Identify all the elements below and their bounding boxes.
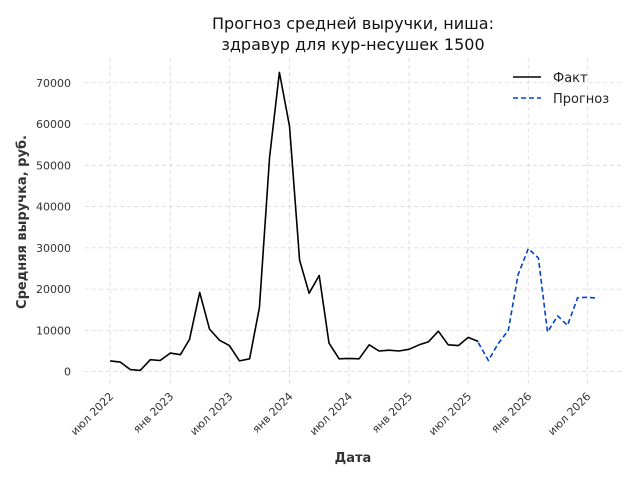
x-tick-label: июл 2022 [68,390,116,438]
x-tick-label: июл 2026 [545,390,593,438]
series-line-fact [110,71,479,372]
x-axis-ticks: июл 2022 янв 2023 июл 2023 янв 2024 июл 2024… [68,390,593,438]
x-tick-label: янв 2026 [489,390,535,436]
chart-title-line-2: здравур для кур-несушек 1500 [221,35,484,54]
y-axis-label: Средняя выручка, руб. [15,135,30,309]
grid [85,58,622,384]
y-tick-label: 0 [64,366,71,379]
x-tick-label: янв 2023 [131,390,177,436]
series-line-forecast [477,247,598,362]
chart-title-line-1: Прогноз средней выручки, ниша: [212,14,494,33]
y-tick-label: 10000 [36,324,71,337]
x-tick-label: июл 2023 [187,390,235,438]
x-tick-label: янв 2024 [250,390,296,436]
y-axis-ticks: 0 10000 20000 30000 40000 50000 60000 70000 [36,77,71,379]
y-tick-label: 20000 [36,283,71,296]
y-tick-label: 60000 [36,118,71,131]
y-tick-label: 30000 [36,242,71,255]
series-lines [110,71,598,372]
y-tick-label: 40000 [36,201,71,214]
legend: Факт Прогноз [513,71,609,107]
x-tick-label: июл 2024 [307,390,355,438]
y-tick-label: 50000 [36,159,71,172]
x-tick-label: янв 2025 [369,390,415,436]
legend-label-fact: Факт [553,71,588,86]
x-tick-label: июл 2025 [426,390,474,438]
legend-label-forecast: Прогноз [553,92,609,107]
x-axis-label: Дата [335,451,372,466]
y-tick-label: 70000 [36,77,71,90]
